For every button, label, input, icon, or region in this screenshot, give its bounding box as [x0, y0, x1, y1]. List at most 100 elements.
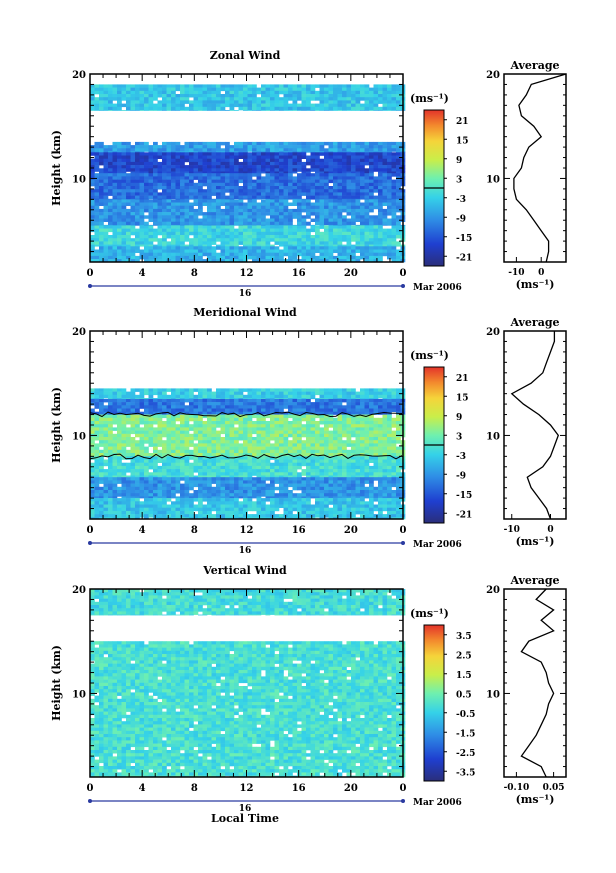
heatmap-cell [184, 391, 190, 396]
heatmap-cell [346, 148, 352, 152]
heatmap-cell [247, 168, 253, 172]
heatmap-cell [373, 151, 379, 153]
heatmap-cell [247, 90, 253, 95]
heatmap-cell [153, 228, 158, 233]
heatmap-cell [252, 259, 257, 263]
heatmap-cell [238, 84, 244, 88]
heatmap-cell [333, 388, 338, 392]
heatmap-cell [162, 90, 167, 95]
heatmap-cell [256, 391, 262, 396]
heatmap-cell [139, 106, 145, 111]
heatmap-cell [247, 212, 253, 216]
heatmap-cell [108, 244, 113, 247]
heatmap-cell [234, 388, 239, 392]
heatmap-cell [103, 424, 109, 428]
heatmap-cell [99, 195, 104, 200]
heatmap-cell [261, 259, 266, 263]
heatmap-cell [180, 100, 185, 104]
heatmap-cell [391, 87, 397, 92]
heatmap-cell [108, 176, 113, 180]
heatmap-cell [148, 155, 154, 159]
colorbar-tick-label: 15 [456, 136, 469, 146]
heatmap-cell [112, 106, 118, 111]
heatmap-cell [387, 402, 392, 406]
heatmap-cell [198, 424, 203, 428]
heatmap-cell [153, 252, 158, 257]
heatmap-cell [319, 225, 325, 229]
heatmap-cell [135, 168, 140, 172]
heatmap-cell [126, 259, 131, 263]
heatmap-cell [319, 199, 325, 203]
heatmap-cell [207, 449, 212, 454]
heatmap-cell [126, 398, 131, 403]
heatmap-cell [94, 198, 100, 200]
heatmap-cell [256, 238, 262, 242]
heatmap-cell [355, 173, 361, 177]
heatmap-cell [337, 449, 343, 454]
heatmap-cell [351, 199, 356, 203]
heatmap-cell [333, 173, 338, 177]
heatmap-cell [265, 151, 271, 153]
heatmap-cell [306, 231, 311, 236]
heatmap-cell [229, 424, 235, 428]
heatmap-cell [130, 394, 136, 399]
heatmap-cell [243, 171, 248, 174]
heatmap-cell [90, 244, 95, 247]
heatmap-cell [166, 252, 172, 257]
heatmap-cell [274, 199, 280, 203]
heatmap-cell [166, 161, 172, 166]
heatmap-cell [292, 100, 298, 104]
heatmap-cell [193, 212, 199, 216]
heatmap-cell [193, 148, 199, 152]
heatmap-cell [126, 417, 131, 422]
heatmap-cell [373, 103, 379, 108]
heatmap-cell [378, 394, 383, 399]
heatmap-cell [328, 424, 334, 428]
panel-title: Zonal Wind [210, 49, 281, 62]
heatmap-cell [139, 427, 145, 431]
heatmap-cell [229, 173, 235, 177]
heatmap-cell [184, 97, 190, 101]
heatmap-cell [189, 148, 194, 152]
heatmap-cell [297, 141, 302, 146]
heatmap-cell [171, 221, 176, 226]
heatmap-cell [274, 208, 280, 213]
heatmap-cell [166, 103, 172, 108]
heatmap-cell [144, 241, 149, 245]
heatmap-cell [355, 205, 361, 210]
heatmap-cell [364, 171, 370, 174]
heatmap-cell [126, 192, 131, 196]
heatmap-cell [288, 110, 293, 111]
heatmap-cell [193, 90, 199, 95]
heatmap-cell [130, 192, 136, 196]
heatmap-cell [117, 151, 122, 153]
heatmap-cell [112, 446, 118, 451]
heatmap-cell [171, 97, 176, 101]
heatmap-cell [238, 189, 244, 193]
heatmap-cell [99, 244, 104, 247]
heatmap-cell [333, 394, 338, 399]
heatmap-cell [220, 391, 226, 396]
heatmap-cell [315, 244, 320, 247]
heatmap-cell [378, 224, 383, 226]
heatmap-cell [391, 195, 397, 200]
heatmap-cell [108, 408, 113, 412]
heatmap-cell [211, 231, 217, 236]
heatmap-cell [243, 215, 248, 219]
heatmap-cell [103, 414, 109, 419]
heatmap-cell [319, 244, 325, 247]
heatmap-cell [387, 228, 392, 233]
heatmap-cell [279, 171, 284, 174]
heatmap-cell [157, 208, 163, 213]
heatmap-cell [139, 402, 145, 406]
heatmap-cell [256, 192, 262, 196]
heatmap-cell [310, 192, 316, 196]
heatmap-cell [243, 417, 248, 422]
heatmap-cell [319, 152, 325, 156]
heatmap-cell [301, 449, 307, 454]
heatmap-cell [364, 440, 370, 444]
heatmap-cell [274, 148, 280, 152]
heatmap-cell [90, 225, 95, 229]
heatmap-cell [202, 176, 208, 180]
heatmap-cell [211, 440, 217, 444]
